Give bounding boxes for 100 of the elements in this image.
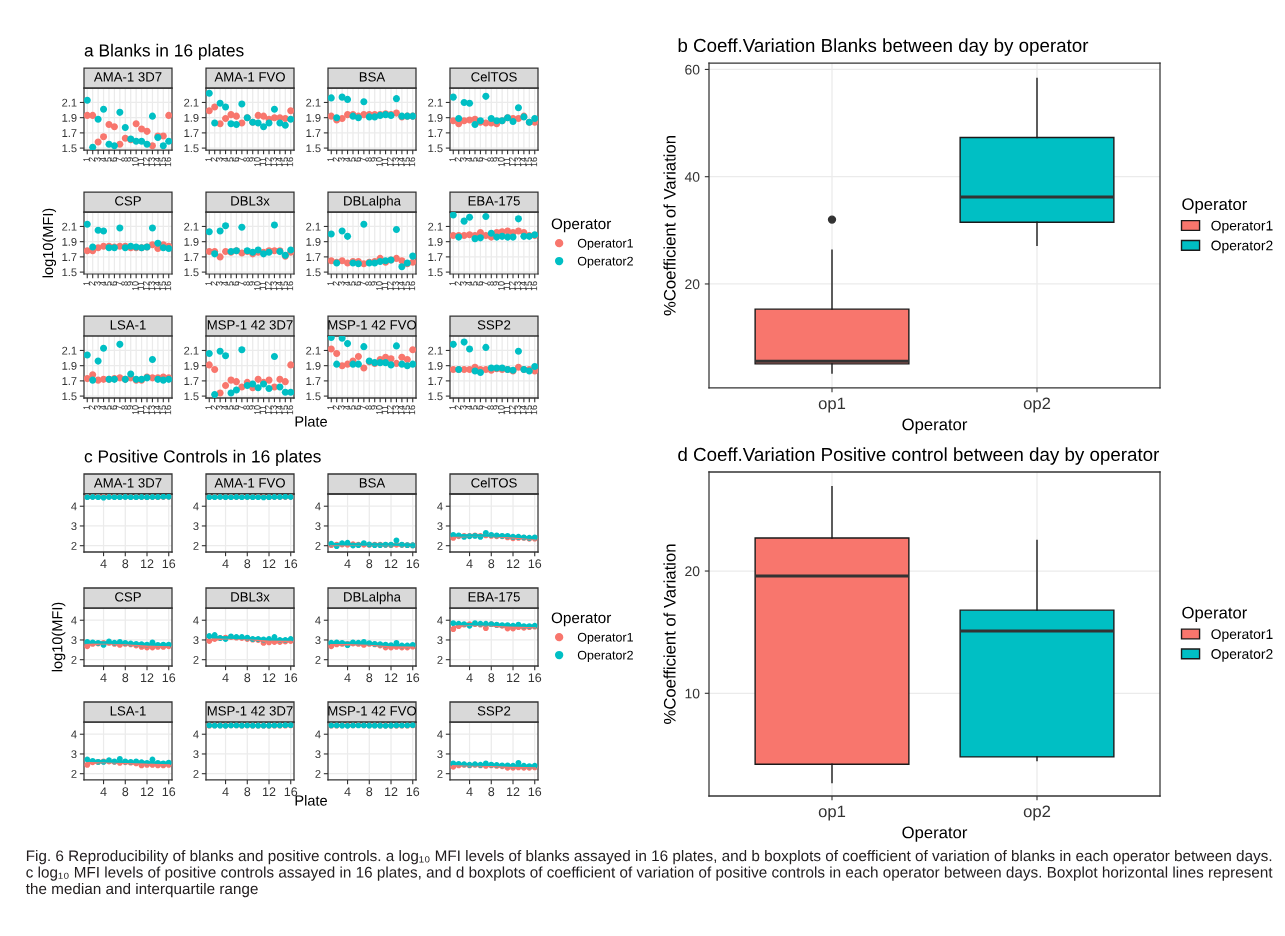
x-axis-title: Plate	[295, 795, 327, 806]
x-tick-label: 7	[237, 405, 245, 410]
y-tick-label: 2	[71, 541, 77, 550]
x-tick-label: 3	[338, 405, 345, 410]
x-tick-label: 10	[376, 405, 383, 415]
x-tick-label: 12	[143, 157, 150, 167]
x-tick-label: 3	[94, 405, 101, 410]
x-tick-label: 12	[263, 559, 276, 568]
x-tick-label: 8	[243, 157, 250, 162]
chart-title: CelTOS	[471, 477, 517, 488]
x-tick-label: 14	[276, 281, 283, 291]
x-tick-label: 2	[332, 157, 340, 162]
x-tick-label: 7	[115, 405, 123, 410]
x-tick-label: 3	[216, 157, 223, 162]
x-tick-label: 8	[488, 673, 495, 683]
x-tick-label: 2	[88, 405, 96, 410]
x-tick-label: 6	[354, 405, 361, 410]
x-tick-label: 11	[503, 405, 510, 414]
y-axis-title: %Coefficient of Variation	[663, 544, 676, 724]
y-axis-title: %Coefficient of Variation	[663, 136, 676, 316]
y-tick-label: 1.7	[62, 253, 77, 261]
x-tick-label: 8	[122, 673, 129, 683]
x-tick-label: 11	[259, 157, 266, 166]
y-tick-label: 1.7	[62, 377, 77, 385]
x-tick-label: 8	[487, 157, 494, 162]
x-tick-label: 12	[385, 559, 398, 568]
x-tick-label: 16	[286, 281, 294, 291]
x-tick-label: 5	[105, 157, 112, 162]
y-tick-label: 4	[437, 616, 443, 625]
y-tick-label: 3	[71, 522, 77, 531]
x-tick-label: 12	[509, 157, 516, 167]
x-tick-label: 2	[210, 157, 218, 162]
x-tick-label: 1	[205, 281, 212, 286]
x-tick-label: 3	[460, 281, 467, 286]
x-tick-label: op2	[1023, 805, 1051, 821]
chart-title: MSP-1 42 FVO	[328, 706, 417, 716]
x-tick-label: 10	[376, 157, 383, 167]
x-tick-label: 12	[141, 673, 154, 682]
x-tick-label: 4	[465, 281, 472, 286]
x-tick-label: 9	[248, 157, 256, 162]
x-tick-label: 3	[94, 281, 101, 286]
x-tick-label: 1	[449, 405, 456, 410]
y-tick-label: 3	[315, 750, 321, 759]
legend-label: Operator1	[577, 632, 633, 645]
y-tick-label: 1.5	[306, 268, 321, 277]
legend-title: Operator	[551, 612, 612, 627]
x-tick-label: 15	[159, 157, 166, 167]
y-tick-label: 1.7	[428, 129, 443, 137]
y-tick-label: 3	[193, 636, 199, 645]
x-tick-label: 8	[365, 405, 372, 410]
x-tick-label: 5	[227, 281, 234, 286]
x-tick-label: 16	[164, 157, 172, 167]
chart-title: MSP-1 42 3D7	[207, 320, 293, 330]
x-tick-label: 7	[359, 405, 367, 410]
x-tick-label: 1	[327, 281, 334, 286]
x-tick-label: 8	[487, 405, 494, 410]
chart-title: EBA-175	[468, 592, 520, 602]
x-tick-label: 14	[398, 157, 405, 167]
x-tick-label: 14	[398, 405, 405, 415]
x-tick-label: 14	[154, 405, 161, 415]
x-tick-label: 16	[162, 787, 176, 797]
y-tick-label: 1.5	[62, 144, 77, 153]
x-tick-label: 3	[338, 281, 345, 286]
x-tick-label: 3	[94, 157, 101, 162]
y-axis-title: log10(MFI)	[51, 602, 66, 672]
y-tick-label: 3	[193, 522, 199, 531]
x-tick-label: 9	[126, 157, 134, 162]
y-tick-label: 1.9	[184, 237, 199, 246]
text: c Positive Controls in 16 plates	[84, 449, 321, 466]
y-tick-label: 1.7	[62, 129, 77, 137]
x-tick-label: 2	[332, 405, 340, 410]
y-tick-label: 2	[71, 655, 77, 664]
legend-title: Operator	[1182, 606, 1248, 622]
chart-title: b Coeff.Variation Blanks between day by operator	[678, 38, 1089, 56]
x-tick-label: 1	[449, 157, 456, 162]
y-tick-label: 3	[315, 522, 321, 531]
x-tick-label: op2	[1023, 397, 1051, 413]
y-tick-label: 2	[437, 655, 443, 664]
x-tick-label: 16	[286, 405, 294, 415]
x-tick-label: 7	[481, 157, 489, 162]
y-tick-label: 1.5	[184, 392, 199, 401]
x-tick-label: 12	[263, 673, 276, 682]
x-axis-title: Operator	[902, 826, 968, 842]
x-tick-label: 8	[122, 787, 129, 797]
x-tick-label: 1	[83, 405, 90, 410]
x-tick-label: 15	[281, 281, 288, 291]
y-tick-label: 1.5	[306, 392, 321, 401]
x-tick-label: 12	[387, 405, 394, 415]
x-tick-label: 4	[344, 673, 351, 682]
x-tick-label: 1	[83, 281, 90, 286]
x-tick-label: 4	[465, 157, 472, 162]
x-tick-label: 14	[398, 281, 405, 291]
x-tick-label: 8	[121, 157, 128, 162]
x-tick-label: 9	[126, 281, 134, 286]
x-tick-label: 4	[221, 157, 228, 162]
x-tick-label: 15	[159, 405, 166, 415]
x-tick-label: 8	[121, 281, 128, 286]
y-tick-label: 20	[685, 279, 700, 290]
y-tick-label: 2.1	[428, 98, 443, 107]
x-tick-label: 15	[525, 281, 532, 291]
